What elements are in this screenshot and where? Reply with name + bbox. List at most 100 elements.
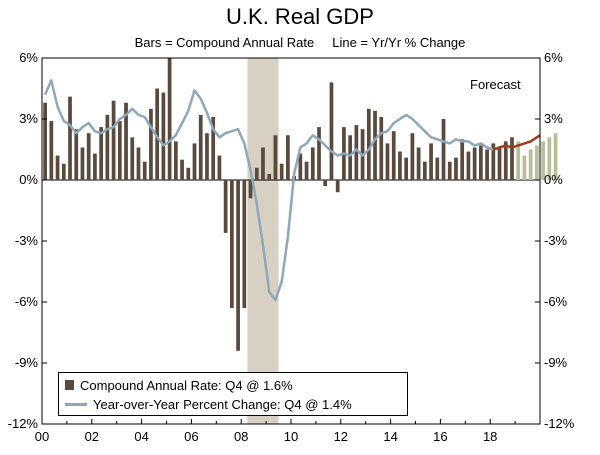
data-bar [391,131,396,180]
legend-line-swatch [65,402,87,406]
data-bar [460,139,465,180]
data-bar [503,141,508,180]
data-bar [286,135,290,180]
forecast-label: Forecast [470,77,521,92]
data-bar [198,114,203,180]
data-bar [149,108,153,180]
legend: Compound Annual Rate: Q4 @ 1.6% Year-ove… [58,372,408,416]
data-bar [310,147,315,180]
y-tick-label-right: 0% [544,172,563,187]
x-tick-label: 16 [433,429,447,444]
x-tick-label: 04 [134,429,148,444]
x-tick-label: 10 [284,429,298,444]
data-bar [304,161,309,180]
data-bar [124,102,128,180]
data-bar [435,157,440,180]
data-bar [404,157,409,180]
forecast-bar [528,149,533,180]
y-tick-label-left: -3% [15,233,39,248]
data-bar [155,88,160,180]
data-bar [398,151,402,180]
data-bar [117,121,122,180]
data-bar [80,147,85,180]
data-bar [130,137,135,180]
y-tick-label-right: 6% [544,50,563,65]
data-bar [167,58,172,180]
data-bar [136,147,141,180]
y-tick-label-left: -9% [15,355,39,370]
data-bar [229,180,234,309]
data-bar [142,161,147,180]
y-tick-label-right: -9% [544,355,568,370]
data-bar [105,114,110,180]
y-tick-label-left: -12% [8,416,39,431]
data-bar [93,153,97,180]
data-bar [429,143,433,180]
x-tick-label: 08 [234,429,248,444]
data-bar [248,180,253,199]
data-bar [379,116,384,180]
forecast-bar [553,133,558,180]
data-bar [68,96,72,180]
data-bar [273,135,278,180]
data-bar [261,147,265,180]
data-bar [161,92,166,180]
chart-title: U.K. Real GDP [226,4,374,29]
data-bar [111,100,116,180]
forecast-bar [547,137,552,180]
data-bar [55,155,60,180]
x-tick-label: 02 [85,429,99,444]
data-bar [491,143,496,180]
data-bar [466,151,471,180]
data-bar [99,127,104,180]
y-tick-label-left: 0% [19,172,38,187]
data-bar [173,141,178,180]
data-bar [472,147,477,180]
data-bar [86,133,91,180]
forecast-bar [535,145,539,180]
y-tick-label-left: -6% [15,294,39,309]
data-bar [510,137,514,180]
data-bar [441,119,446,180]
data-bar [180,159,184,180]
data-bar [211,116,216,180]
data-bar [416,147,421,180]
data-bar [478,145,483,180]
x-tick-label: 00 [35,429,49,444]
legend-item-line: Year-over-Year Percent Change: Q4 @ 1.4% [65,395,352,413]
y-tick-label-left: 3% [19,111,38,126]
data-bar [454,157,458,180]
legend-bar-label: Compound Annual Rate: Q4 @ 1.6% [80,377,293,393]
forecast-bar [522,155,527,180]
forecast-bar [541,141,545,180]
data-bar [354,125,359,180]
x-tick-label: 06 [184,429,198,444]
y-tick-label-right: -6% [544,294,568,309]
plot-frame [41,57,541,425]
data-bar [329,82,334,180]
data-bar [236,180,240,351]
data-bar [74,129,79,180]
y-tick-label-right: -3% [544,233,568,248]
data-bar [242,180,247,309]
y-tick-label-left: 6% [19,50,38,65]
data-bar [49,121,54,180]
legend-line-label: Year-over-Year Percent Change: Q4 @ 1.4% [93,396,352,412]
x-tick-label: 12 [334,429,348,444]
data-bar [192,143,197,180]
data-bar [267,173,272,180]
legend-item-bars: Compound Annual Rate: Q4 @ 1.6% [65,376,293,394]
data-bar [366,108,371,180]
data-bar [217,155,222,180]
y-tick-label-right: 3% [544,111,563,126]
data-bar [497,147,502,180]
data-bar [279,163,284,180]
data-bar [373,110,377,180]
yoy-line [43,79,494,302]
legend-bar-swatch [65,380,74,390]
data-bar [254,167,259,180]
data-bar [223,180,228,233]
data-bar [323,180,328,187]
